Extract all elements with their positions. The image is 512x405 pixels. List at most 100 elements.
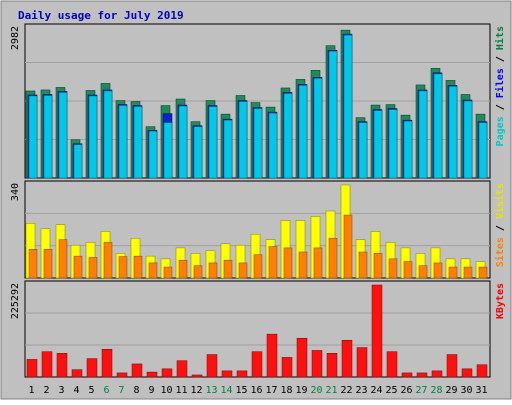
- kbytes-bar: [26, 359, 38, 378]
- pages-bar: [223, 119, 233, 179]
- pages-bar: [238, 101, 248, 179]
- kbytes-bar: [56, 353, 68, 378]
- x-tick-label: 2: [43, 385, 49, 396]
- pages-bar: [298, 85, 308, 179]
- kbytes-bar: [431, 370, 443, 378]
- kbytes-bar: [161, 368, 173, 378]
- legend-entry: /: [495, 219, 506, 237]
- sites-bar: [478, 266, 488, 279]
- legend-entry: KBytes: [495, 283, 506, 319]
- x-tick-label: 10: [160, 385, 172, 396]
- x-tick-label: 21: [325, 385, 337, 396]
- kbytes-bar: [386, 351, 398, 378]
- pages-bar: [133, 106, 143, 179]
- sites-bar: [43, 249, 53, 279]
- x-tick-label: 28: [430, 385, 442, 396]
- kbytes-bar: [176, 360, 188, 378]
- kbytes-bar: [251, 351, 263, 378]
- kbytes-bar: [131, 363, 143, 378]
- kbytes-bar: [116, 372, 128, 378]
- pages-bar: [103, 90, 113, 179]
- sites-bar: [178, 259, 188, 279]
- pages-bar: [253, 108, 263, 179]
- x-tick-label: 9: [148, 385, 154, 396]
- legend-entry: Sites: [494, 237, 506, 267]
- x-tick-label: 12: [190, 385, 202, 396]
- legend-entry: Pages: [495, 116, 506, 146]
- pages-bar: [313, 78, 323, 179]
- pages-bar: [268, 112, 278, 179]
- pages-bar: [283, 93, 293, 179]
- sites-bar: [268, 246, 278, 279]
- x-tick-label: 19: [295, 385, 307, 396]
- kbytes-bar: [371, 284, 383, 378]
- sites-bar: [223, 259, 233, 279]
- kbytes-bar: [356, 347, 368, 378]
- chart-panel-3: 225292 KBytes: [10, 280, 506, 378]
- pages-bar: [463, 100, 473, 179]
- sites-bar: [88, 257, 98, 279]
- kbytes-bar: [281, 357, 293, 378]
- pages-bar: [358, 122, 368, 179]
- x-tick-label: 26: [400, 385, 412, 396]
- sites-bar: [388, 258, 398, 279]
- sites-bar: [433, 262, 443, 279]
- x-tick-label: 8: [133, 385, 139, 396]
- sites-bar: [313, 247, 323, 279]
- pages-bar: [58, 92, 68, 179]
- x-tick-label: 6: [103, 385, 109, 396]
- pages-bar: [118, 105, 128, 179]
- pages-bar: [193, 126, 203, 179]
- sites-bar: [253, 254, 263, 279]
- sites-bar: [238, 262, 248, 279]
- kbytes-bar: [41, 351, 53, 378]
- sites-bar: [358, 251, 368, 279]
- sites-bar: [118, 256, 128, 279]
- legend-entry: /: [495, 98, 506, 116]
- kbytes-bar: [86, 358, 98, 378]
- kbytes-bar: [446, 354, 458, 378]
- chart-panel-2: 340 Sites / Visits: [10, 180, 506, 279]
- y-max-tick-label: 225292: [10, 283, 21, 319]
- x-tick-label: 30: [460, 385, 472, 396]
- y-max-tick-label: 340: [10, 183, 21, 201]
- sites-bar: [58, 239, 68, 279]
- chart-title: Daily usage for July 2019: [18, 9, 184, 22]
- sites-bar: [283, 247, 293, 279]
- x-tick-label: 4: [73, 385, 79, 396]
- kbytes-bar: [476, 364, 488, 378]
- x-tick-label: 31: [475, 385, 487, 396]
- sites-bar: [148, 262, 158, 279]
- x-tick-label: 20: [310, 385, 322, 396]
- x-tick-label: 18: [280, 385, 292, 396]
- pages-bar: [148, 130, 158, 179]
- legend-entry: Files: [494, 68, 506, 98]
- sites-bar: [403, 261, 413, 279]
- sites-bar: [73, 255, 83, 279]
- x-tick-label: 11: [175, 385, 187, 396]
- kbytes-bar: [101, 348, 113, 378]
- series-legend: KBytes: [495, 283, 506, 319]
- x-tick-label: 17: [265, 385, 277, 396]
- x-tick-label: 15: [235, 385, 247, 396]
- x-tick-label: 25: [385, 385, 397, 396]
- kbytes-bar: [326, 353, 338, 378]
- pages-bar: [418, 90, 428, 179]
- pages-bar: [208, 106, 218, 179]
- kbytes-bar: [191, 374, 203, 378]
- kbytes-bar: [296, 337, 308, 378]
- sites-bar: [208, 262, 218, 279]
- x-tick-label: 3: [58, 385, 64, 396]
- chart-panels: 2982 Pages / Files / Hits 340 Sites / Visit…: [10, 23, 506, 378]
- x-tick-label: 7: [118, 385, 124, 396]
- pages-bar: [73, 144, 83, 179]
- x-axis-day-labels: 1 2 3 4 5 6 7 8 9 10 11 12 13 14 15 16 17 18 19 20 21 22 23 24 2…: [28, 385, 487, 396]
- legend-entry: Hits: [494, 26, 506, 50]
- kbytes-bar: [401, 372, 413, 378]
- x-tick-label: 13: [205, 385, 217, 396]
- kbytes-bar: [206, 354, 218, 378]
- y-max-tick-label: 2982: [10, 26, 21, 50]
- legend-entry: Visits: [494, 183, 506, 219]
